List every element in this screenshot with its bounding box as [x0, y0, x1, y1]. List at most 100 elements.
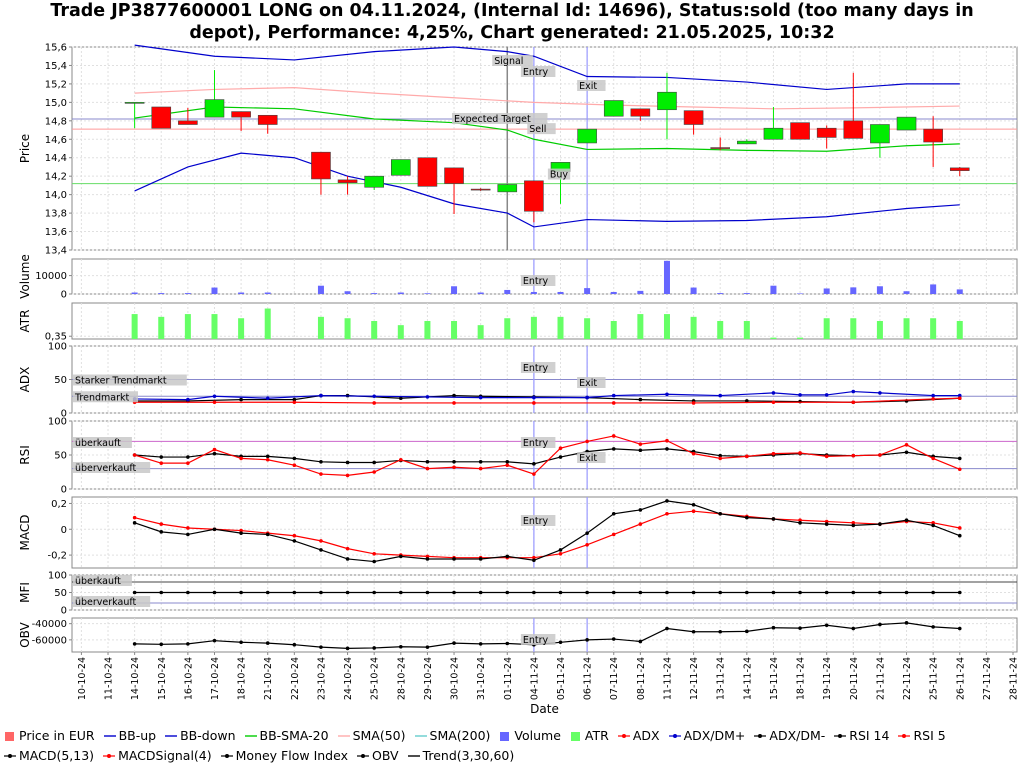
candle-body — [364, 175, 384, 188]
rsi-14-point — [186, 455, 190, 459]
macd-signal-point — [691, 509, 696, 513]
legend-item: ADX/DM+ — [668, 726, 745, 746]
bb-sma20-line — [134, 106, 960, 152]
mfi-value-point — [611, 590, 616, 595]
macd-value-point — [159, 530, 164, 534]
volume-bar — [424, 293, 431, 294]
volume-bar — [743, 293, 750, 294]
legend-item: SMA(200) — [414, 726, 490, 746]
rsi-5-point — [265, 457, 270, 462]
mfi-value-point — [957, 590, 962, 595]
x-tick-label: 05-11-24 — [556, 657, 567, 700]
macd-value-point — [532, 558, 536, 563]
volume-bar — [690, 287, 697, 294]
atr-bar — [584, 318, 591, 339]
x-tick-label: 12-11-24 — [689, 657, 700, 700]
price-ytick-label: 14,8 — [45, 116, 67, 127]
obv-value-point — [478, 642, 483, 646]
mfi-value-point — [665, 590, 669, 595]
rsi-5-point — [452, 465, 456, 470]
title-line-2: depot), Performance: 4,25%, Chart genera… — [189, 23, 835, 43]
volume-bar — [211, 287, 218, 294]
adx-dm-plus-line — [134, 390, 960, 401]
obv-value-point — [372, 646, 376, 650]
bb-down-line — [134, 152, 960, 228]
obv-entry-label-bg — [520, 634, 556, 645]
rsi-5-point — [372, 470, 376, 474]
candle-body — [444, 167, 464, 184]
candle-body — [524, 180, 544, 212]
legend-symbol — [220, 751, 233, 761]
legend-item: Price in EUR — [4, 726, 95, 746]
adx-value-point — [532, 401, 536, 405]
legend-symbol — [407, 751, 420, 761]
legend-item: MACD(5,13) — [4, 746, 94, 766]
obv-value-point — [399, 644, 403, 649]
mfi-value-point — [372, 590, 376, 595]
expected-target-label: Expected Target — [454, 114, 531, 125]
adx-value-point — [771, 400, 776, 405]
volume-axis-label: Volume — [18, 254, 32, 299]
atr-bar — [903, 318, 910, 339]
obv-value-point — [904, 621, 909, 625]
price-ytick-label: 13,6 — [45, 227, 67, 238]
expected-target-label-bg — [452, 112, 548, 124]
mfi-value-point — [212, 590, 217, 595]
adx-dm-plus-point — [957, 393, 962, 398]
adx-dm-plus-point — [186, 397, 190, 402]
rsi-5-point — [798, 451, 802, 455]
rsi-14-point — [319, 460, 323, 464]
macd-value-point — [319, 548, 323, 552]
macd-signal-line — [134, 510, 960, 559]
obv-value-point — [558, 640, 563, 645]
x-tick-label: 25-10-24 — [370, 657, 381, 700]
rsi-5-point — [345, 473, 350, 478]
macd-signal-point — [638, 522, 643, 526]
entry-label: Entry — [523, 67, 549, 78]
mfi-value-point — [186, 590, 190, 595]
signal-label: Signal — [494, 56, 523, 67]
mfi-under-label-bg — [73, 596, 151, 607]
rsi-5-point — [399, 457, 403, 462]
rsi-5-point — [319, 472, 323, 476]
adx-dm-plus-point — [319, 393, 323, 398]
macd-value-point — [718, 511, 723, 516]
adx-dm-plus-point — [372, 394, 376, 399]
legend-label: SMA(50) — [352, 728, 406, 743]
mfi-value-point — [292, 590, 297, 595]
rsi-over-label-bg — [73, 437, 132, 448]
atr-bar — [424, 321, 431, 339]
atr-bar — [823, 318, 830, 339]
legend-item: BB-SMA-20 — [244, 726, 329, 746]
macd-value-point — [771, 517, 776, 521]
x-tick-label: 25-11-24 — [929, 657, 940, 700]
rsi-ytick-label: 100 — [48, 417, 67, 428]
legend-symbol — [356, 751, 369, 761]
mfi-value-point — [878, 590, 882, 595]
legend-symbol — [4, 751, 16, 761]
buy-label-bg — [547, 168, 571, 180]
adx-dm-plus-point — [824, 393, 829, 397]
rsi-14-point — [425, 460, 430, 464]
obv-value-point — [505, 641, 510, 646]
obv-value-point — [239, 640, 243, 645]
title-line-1: Trade JP3877600001 LONG on 04.11.2024, (… — [50, 1, 974, 21]
x-tick-label: 30-10-24 — [450, 657, 461, 700]
x-tick-label: 18-10-24 — [237, 657, 248, 700]
adx-dm-plus-point — [851, 389, 856, 394]
adx-dm-plus-point — [611, 393, 616, 398]
rsi-14-point — [665, 447, 669, 451]
volume-entry-label: Entry — [523, 276, 549, 287]
candle-body — [391, 159, 411, 176]
candle-body — [337, 179, 358, 183]
obv-value-point — [159, 642, 164, 647]
price-ytick-label: 13,4 — [45, 246, 67, 257]
obv-value-point — [212, 638, 217, 643]
atr-bar — [663, 314, 670, 339]
macd-ytick-label: 0 — [61, 525, 67, 536]
adx-dm-minus-point — [638, 397, 643, 402]
macd-value-point — [824, 522, 829, 526]
x-tick-label: 18-11-24 — [796, 657, 807, 700]
volume-bar — [930, 284, 937, 294]
legend-label: MACDSignal(4) — [118, 748, 212, 763]
